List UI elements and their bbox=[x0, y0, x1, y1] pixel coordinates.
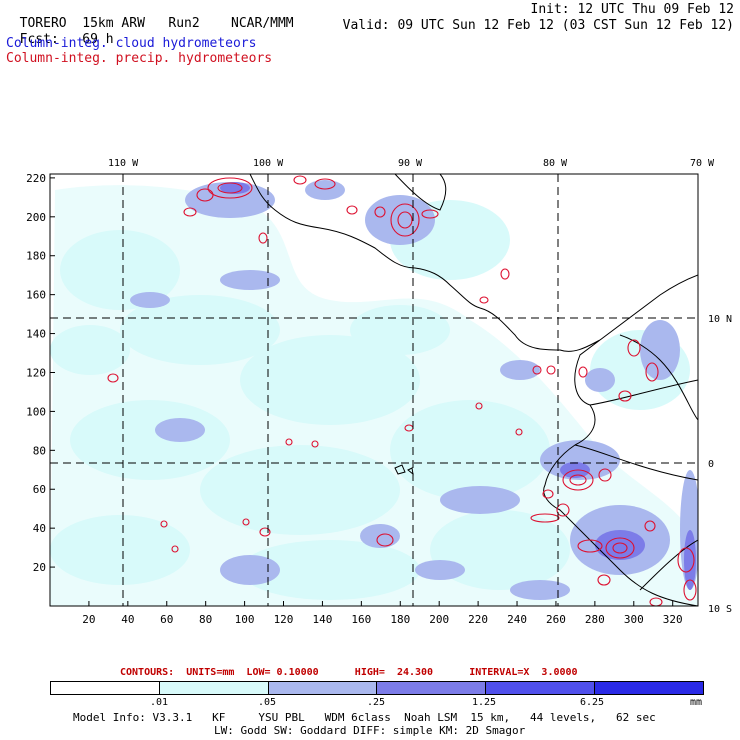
lon-label-110w: 110 W bbox=[108, 158, 139, 169]
x-tick-label: 240 bbox=[507, 613, 527, 626]
colorbar-label-3: .25 bbox=[367, 697, 386, 708]
x-tick-label: 20 bbox=[82, 613, 95, 626]
lat-label-0: 0 bbox=[708, 459, 714, 470]
lat-label-10n: 10 N bbox=[708, 314, 732, 325]
colorbar-bin-3 bbox=[268, 682, 378, 694]
run-label: Run2 bbox=[168, 16, 200, 31]
model-name: TORERO bbox=[19, 16, 67, 31]
x-tick-label: 140 bbox=[312, 613, 332, 626]
y-tick-label: 140 bbox=[26, 328, 46, 341]
colorbar-label-5: 6.25 bbox=[580, 697, 605, 708]
forecast-label: Fcst: bbox=[19, 32, 59, 47]
valid-time: Valid: 09 UTC Sun 12 Feb 12 (03 CST Sun … bbox=[342, 18, 734, 33]
x-tick-label: 120 bbox=[274, 613, 294, 626]
x-tick-label: 60 bbox=[160, 613, 173, 626]
lat-label-10s: 10 S bbox=[708, 604, 732, 615]
y-tick-label: 160 bbox=[26, 289, 46, 302]
x-tick-label: 280 bbox=[585, 613, 605, 626]
lon-label-90w: 90 W bbox=[398, 158, 423, 169]
plot-area bbox=[49, 173, 699, 607]
y-ticks: 220 200 180 160 140 120 100 80 60 40 20 bbox=[26, 172, 55, 574]
colorbar-bin-5 bbox=[486, 682, 596, 694]
model-info-line2: LW: Godd SW: Goddard DIFF: simple KM: 2D… bbox=[214, 724, 526, 737]
colorbar-units: mm bbox=[690, 697, 703, 708]
contour-caption: CONTOURS: UNITS=mm LOW= 0.10000 HIGH= 24… bbox=[120, 667, 578, 678]
colorbar-label-4: 1.25 bbox=[472, 697, 497, 708]
x-tick-label: 200 bbox=[429, 613, 449, 626]
forecast-hour: 69 h bbox=[82, 32, 114, 47]
colorbar-label-1: .01 bbox=[150, 697, 169, 708]
x-tick-label: 300 bbox=[624, 613, 644, 626]
cloud-field bbox=[50, 180, 698, 606]
x-tick-label: 220 bbox=[468, 613, 488, 626]
colorbar-label-2: .05 bbox=[258, 697, 277, 708]
y-tick-label: 220 bbox=[26, 172, 46, 185]
x-tick-label: 100 bbox=[235, 613, 255, 626]
lon-label-80w: 80 W bbox=[543, 158, 568, 169]
lon-label-70w: 70 W bbox=[690, 158, 715, 169]
init-time: Init: 12 UTC Thu 09 Feb 12 bbox=[530, 2, 735, 17]
x-tick-label: 160 bbox=[351, 613, 371, 626]
cloud-field-label: Column-integ. cloud hydrometeors bbox=[6, 36, 257, 51]
weather-map: 110 W 100 W 90 W 80 W 70 W bbox=[26, 158, 732, 626]
colorbar bbox=[50, 681, 704, 695]
x-tick-label: 320 bbox=[663, 613, 683, 626]
x-tick-label: 80 bbox=[199, 613, 212, 626]
y-tick-label: 20 bbox=[33, 561, 46, 574]
y-tick-label: 60 bbox=[33, 483, 46, 496]
y-tick-label: 180 bbox=[26, 250, 46, 263]
precip-field-label: Column-integ. precip. hydrometeors bbox=[6, 51, 273, 66]
longitude-labels: 110 W 100 W 90 W 80 W 70 W bbox=[108, 158, 715, 169]
latitude-labels: 10 N 0 10 S bbox=[708, 314, 732, 615]
precip-contours bbox=[107, 175, 697, 606]
x-ticks: 20 40 60 80 100 120 140 160 180 200 220 240 260 280 30… bbox=[82, 601, 683, 626]
x-tick-label: 40 bbox=[121, 613, 134, 626]
x-tick-label: 260 bbox=[546, 613, 566, 626]
lat-lon-grid bbox=[50, 174, 698, 606]
y-tick-label: 80 bbox=[33, 444, 46, 457]
lon-label-100w: 100 W bbox=[253, 158, 284, 169]
x-tick-label: 180 bbox=[390, 613, 410, 626]
y-tick-label: 100 bbox=[26, 405, 46, 418]
colorbar-bin-4 bbox=[377, 682, 487, 694]
y-tick-label: 200 bbox=[26, 211, 46, 224]
plot-frame bbox=[49, 173, 699, 607]
y-tick-label: 40 bbox=[33, 522, 46, 535]
y-tick-label: 120 bbox=[26, 366, 46, 379]
model-resolution: 15km ARW bbox=[82, 16, 145, 31]
org-label: NCAR/MMM bbox=[231, 16, 294, 31]
colorbar-bin-1 bbox=[51, 682, 160, 694]
colorbar-bin-2 bbox=[159, 682, 269, 694]
colorbar-bin-6 bbox=[595, 682, 703, 694]
model-info-line1: Model Info: V3.3.1 KF YSU PBL WDM 6class… bbox=[73, 711, 656, 724]
